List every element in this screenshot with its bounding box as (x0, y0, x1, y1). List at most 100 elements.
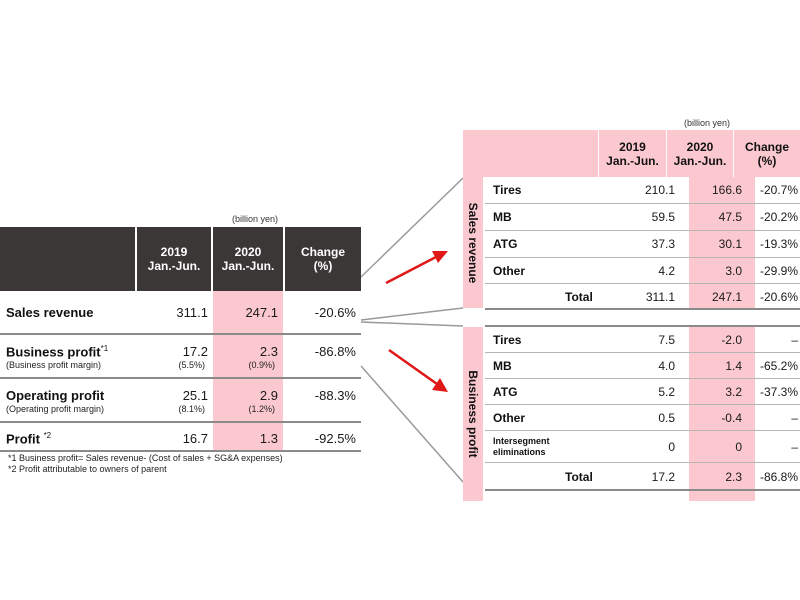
value-change: -20.6% (314, 305, 356, 320)
value-change: -86.8% (314, 344, 356, 359)
table-row: MB 4.0 1.4 -65.2% (485, 353, 800, 378)
row-label: Tires (493, 183, 522, 197)
header-2019: 2019 Jan.-Jun. (606, 139, 659, 168)
arrow-right-up-icon (385, 251, 448, 285)
value-change: -20.6% (759, 290, 798, 304)
row-label: Operating profit (6, 388, 105, 403)
value-2019: 0 (668, 440, 675, 454)
value-2020: 3.0 (725, 264, 742, 278)
value-2019: 17.2 (651, 470, 675, 484)
header-change: Change (%) (744, 139, 789, 168)
row-label: Business profit*1 (6, 344, 109, 360)
unit-label: (billion yen) (232, 214, 279, 224)
value-2020: 2.9 (259, 388, 278, 403)
arrow-right-down-icon (388, 348, 448, 392)
table-row: Operating profit (Operating profit margi… (0, 379, 361, 421)
table-row: Other 4.2 3.0 -29.9% (485, 258, 800, 283)
row-label: Profit *2 (6, 431, 52, 447)
value-2019: 17.2 (182, 344, 208, 359)
margin-2019: (8.1%) (178, 404, 205, 414)
row-label: Sales revenue (6, 305, 94, 320)
value-2020: 0 (735, 440, 742, 454)
table-row: ATG 37.3 30.1 -19.3% (485, 231, 800, 257)
header-2019: 2019 Jan.-Jun. (147, 245, 201, 273)
table-row: Profit *2 16.7 1.3 -92.5% (0, 423, 361, 450)
value-change: -20.2% (759, 210, 798, 224)
value-2020: 247.1 (245, 305, 278, 320)
row-label: MB (493, 210, 512, 224)
row-sublabel: (Operating profit margin) (6, 404, 105, 414)
row-label: ATG (493, 385, 518, 399)
highlight-2020-column (689, 177, 755, 308)
value-change: -37.3% (759, 385, 798, 399)
table-row-total: Total 17.2 2.3 -86.8% (485, 463, 800, 489)
row-label: Total (565, 470, 593, 484)
value-change: -92.5% (314, 431, 356, 446)
row-label: MB (493, 359, 512, 373)
table-row: Business profit*1 (Business profit margi… (0, 335, 361, 377)
header-2020: 2020 Jan.-Jun. (673, 139, 727, 168)
row-label: Other (493, 264, 526, 278)
value-2019: 5.2 (658, 385, 675, 399)
value-2019: 4.2 (658, 264, 675, 278)
value-2020: 247.1 (711, 290, 742, 304)
value-2019: 59.5 (651, 210, 675, 224)
row-sublabel: (Business profit margin) (6, 360, 102, 370)
value-change: -19.3% (759, 237, 798, 251)
value-2020: 1.4 (725, 359, 742, 373)
margin-2020: (0.9%) (248, 360, 275, 370)
value-2020: 30.1 (718, 237, 742, 251)
row-label: Other (493, 411, 526, 425)
table-row: Tires 210.1 166.6 -20.7% (485, 177, 800, 203)
row-label: Intersegment eliminations (493, 436, 550, 457)
value-2020: 2.3 (725, 470, 742, 484)
table-row: Intersegment eliminations 0 0 – (485, 431, 800, 462)
value-change: -29.9% (759, 264, 798, 278)
row-label: Tires (493, 333, 522, 347)
value-change: -20.7% (759, 183, 798, 197)
value-2019: 16.7 (182, 431, 208, 446)
highlight-2020-column (689, 327, 755, 501)
value-2020: 2.3 (259, 344, 278, 359)
header-change: Change (%) (300, 245, 345, 273)
footnote-2: *2 Profit attributable to owners of pare… (8, 464, 167, 474)
value-change: -88.3% (314, 388, 356, 403)
value-2019: 7.5 (658, 333, 675, 347)
margin-2019: (5.5%) (178, 360, 205, 370)
value-2020: 3.2 (725, 385, 742, 399)
value-2019: 25.1 (182, 388, 208, 403)
value-2019: 37.3 (651, 237, 675, 251)
row-label: Total (565, 290, 593, 304)
value-2019: 311.1 (645, 290, 675, 304)
value-2019: 4.0 (658, 359, 675, 373)
value-change: -65.2% (759, 359, 798, 373)
value-2020: -2.0 (721, 333, 742, 347)
margin-2020: (1.2%) (248, 404, 275, 414)
footnotes: *1 Business profit= Sales revenue- (Cost… (8, 453, 283, 475)
value-2019: 210.1 (644, 183, 675, 197)
value-2020: 166.6 (711, 183, 742, 197)
table-row: Sales revenue 311.1 247.1 -20.6% (0, 291, 361, 333)
value-change: – (791, 333, 798, 347)
value-2020: -0.4 (721, 411, 742, 425)
row-label: ATG (493, 237, 518, 251)
header-2020: 2020 Jan.-Jun. (221, 245, 275, 273)
summary-table-header: 2019 Jan.-Jun. 2020 Jan.-Jun. Change (%) (0, 227, 361, 291)
table-row: MB 59.5 47.5 -20.2% (485, 204, 800, 230)
table-row: Other 0.5 -0.4 – (485, 405, 800, 430)
table-row: ATG 5.2 3.2 -37.3% (485, 379, 800, 404)
value-2019: 0.5 (658, 411, 675, 425)
table-row: Tires 7.5 -2.0 – (485, 327, 800, 352)
group-label-sales-revenue: Sales revenue (463, 177, 483, 308)
value-change: – (791, 411, 798, 425)
segment-table-header: 2019 Jan.-Jun. 2020 Jan.-Jun. Change (%) (463, 130, 800, 177)
unit-label: (billion yen) (684, 118, 731, 128)
value-2019: 311.1 (176, 305, 208, 320)
value-change: – (791, 440, 798, 454)
value-2020: 1.3 (259, 431, 278, 446)
value-2020: 47.5 (718, 210, 742, 224)
footnote-1: *1 Business profit= Sales revenue- (Cost… (8, 453, 283, 463)
table-row-total: Total 311.1 247.1 -20.6% (485, 284, 800, 308)
value-change: -86.8% (759, 470, 798, 484)
highlight-2020-column (213, 291, 283, 450)
